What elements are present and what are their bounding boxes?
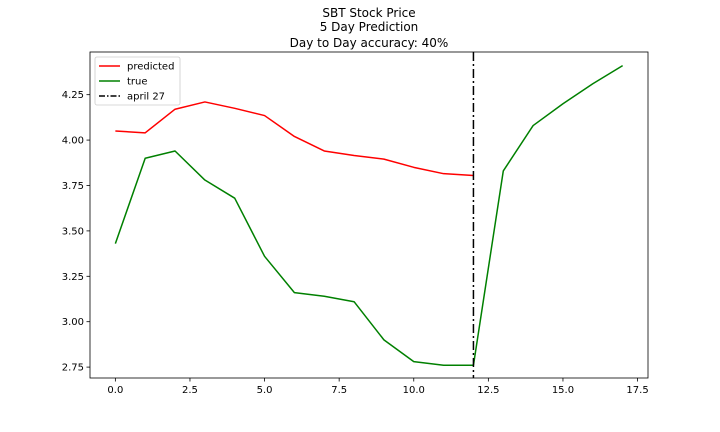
x-tick-label: 15.0 — [552, 385, 574, 396]
x-tick-label: 5.0 — [257, 385, 273, 396]
title-line-3: Day to Day accuracy: 40% — [290, 36, 449, 50]
y-tick-label: 4.25 — [62, 90, 84, 101]
series-line-true — [114, 64, 624, 367]
title-line-1: SBT Stock Price — [322, 6, 415, 20]
chart-title: SBT Stock Price 5 Day Prediction Day to … — [290, 6, 449, 50]
plot-frame — [89, 51, 649, 379]
x-tick-label: 17.5 — [626, 385, 648, 396]
legend-label: true — [127, 77, 148, 88]
title-line-2: 5 Day Prediction — [320, 20, 419, 34]
legend: predicted true april 27 — [94, 56, 181, 106]
x-tick-label: 10.0 — [403, 385, 425, 396]
legend-box — [94, 56, 181, 106]
x-axis: 0.0 2.5 5.0 7.5 10.0 12.5 15.0 17.5 — [107, 378, 649, 396]
x-tick-label: 2.5 — [182, 385, 198, 396]
x-tick-label: 12.5 — [477, 385, 499, 396]
legend-label: predicted — [127, 62, 174, 73]
plot-area — [89, 51, 649, 379]
y-tick-label: 3.50 — [62, 226, 84, 237]
y-tick-label: 3.75 — [62, 181, 84, 192]
y-tick-label: 4.00 — [62, 136, 84, 147]
y-tick-label: 2.75 — [62, 363, 84, 374]
series-group — [114, 64, 624, 367]
x-tick-label: 7.5 — [331, 385, 347, 396]
legend-label: april 27 — [127, 92, 165, 103]
y-axis: 2.75 3.00 3.25 3.50 3.75 4.00 4.25 — [62, 90, 90, 374]
y-tick-label: 3.25 — [62, 272, 84, 283]
x-tick-label: 0.0 — [107, 385, 123, 396]
series-line-predicted — [115, 101, 474, 177]
y-tick-label: 3.00 — [62, 317, 84, 328]
